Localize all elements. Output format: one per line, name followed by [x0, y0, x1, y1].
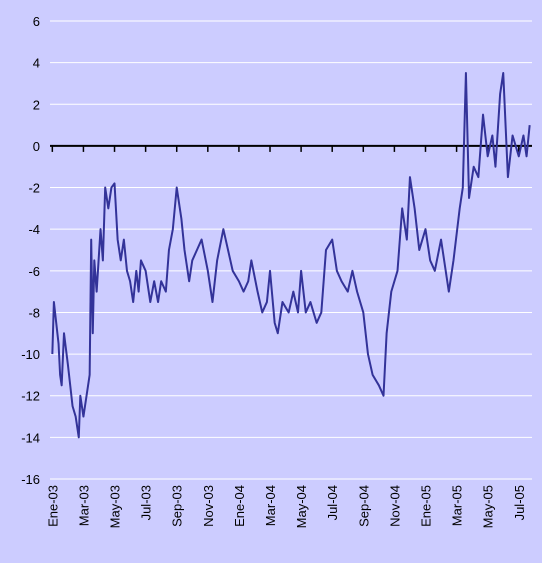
- y-tick-label: 2: [33, 97, 40, 112]
- x-tick-label: Ene-04: [232, 485, 247, 527]
- x-tick-label: May-05: [481, 485, 496, 528]
- x-tick-label: Mar-04: [263, 485, 278, 526]
- x-tick-label: Jul-05: [512, 485, 527, 520]
- x-tick-label: Mar-05: [450, 485, 465, 526]
- x-tick-label: May-04: [294, 485, 309, 528]
- y-tick-label: -16: [21, 472, 40, 487]
- x-tick-label: May-03: [108, 485, 123, 528]
- y-tick-label: -12: [21, 389, 40, 404]
- y-tick-label: 6: [33, 14, 40, 29]
- y-tick-label: -6: [28, 264, 40, 279]
- x-tick-label: Nov-04: [387, 485, 402, 527]
- y-tick-label: 4: [33, 56, 40, 71]
- x-tick-label: Jul-03: [139, 485, 154, 520]
- y-tick-label: -10: [21, 347, 40, 362]
- x-tick-label: Mar-03: [76, 485, 91, 526]
- x-tick-label: Ene-05: [418, 485, 433, 527]
- y-tick-label: 0: [33, 139, 40, 154]
- y-tick-label: -4: [28, 222, 40, 237]
- line-series: [51, 72, 531, 439]
- x-tick-label: Ene-03: [45, 485, 60, 527]
- y-tick-label: -14: [21, 430, 40, 445]
- y-tick-label: -2: [28, 181, 40, 196]
- x-tick-label: Jul-04: [325, 485, 340, 520]
- x-tick-label: Sep-03: [170, 485, 185, 527]
- y-tick-label: -8: [28, 305, 40, 320]
- x-tick-label: Sep-04: [356, 485, 371, 527]
- x-tick-label: Nov-03: [201, 485, 216, 527]
